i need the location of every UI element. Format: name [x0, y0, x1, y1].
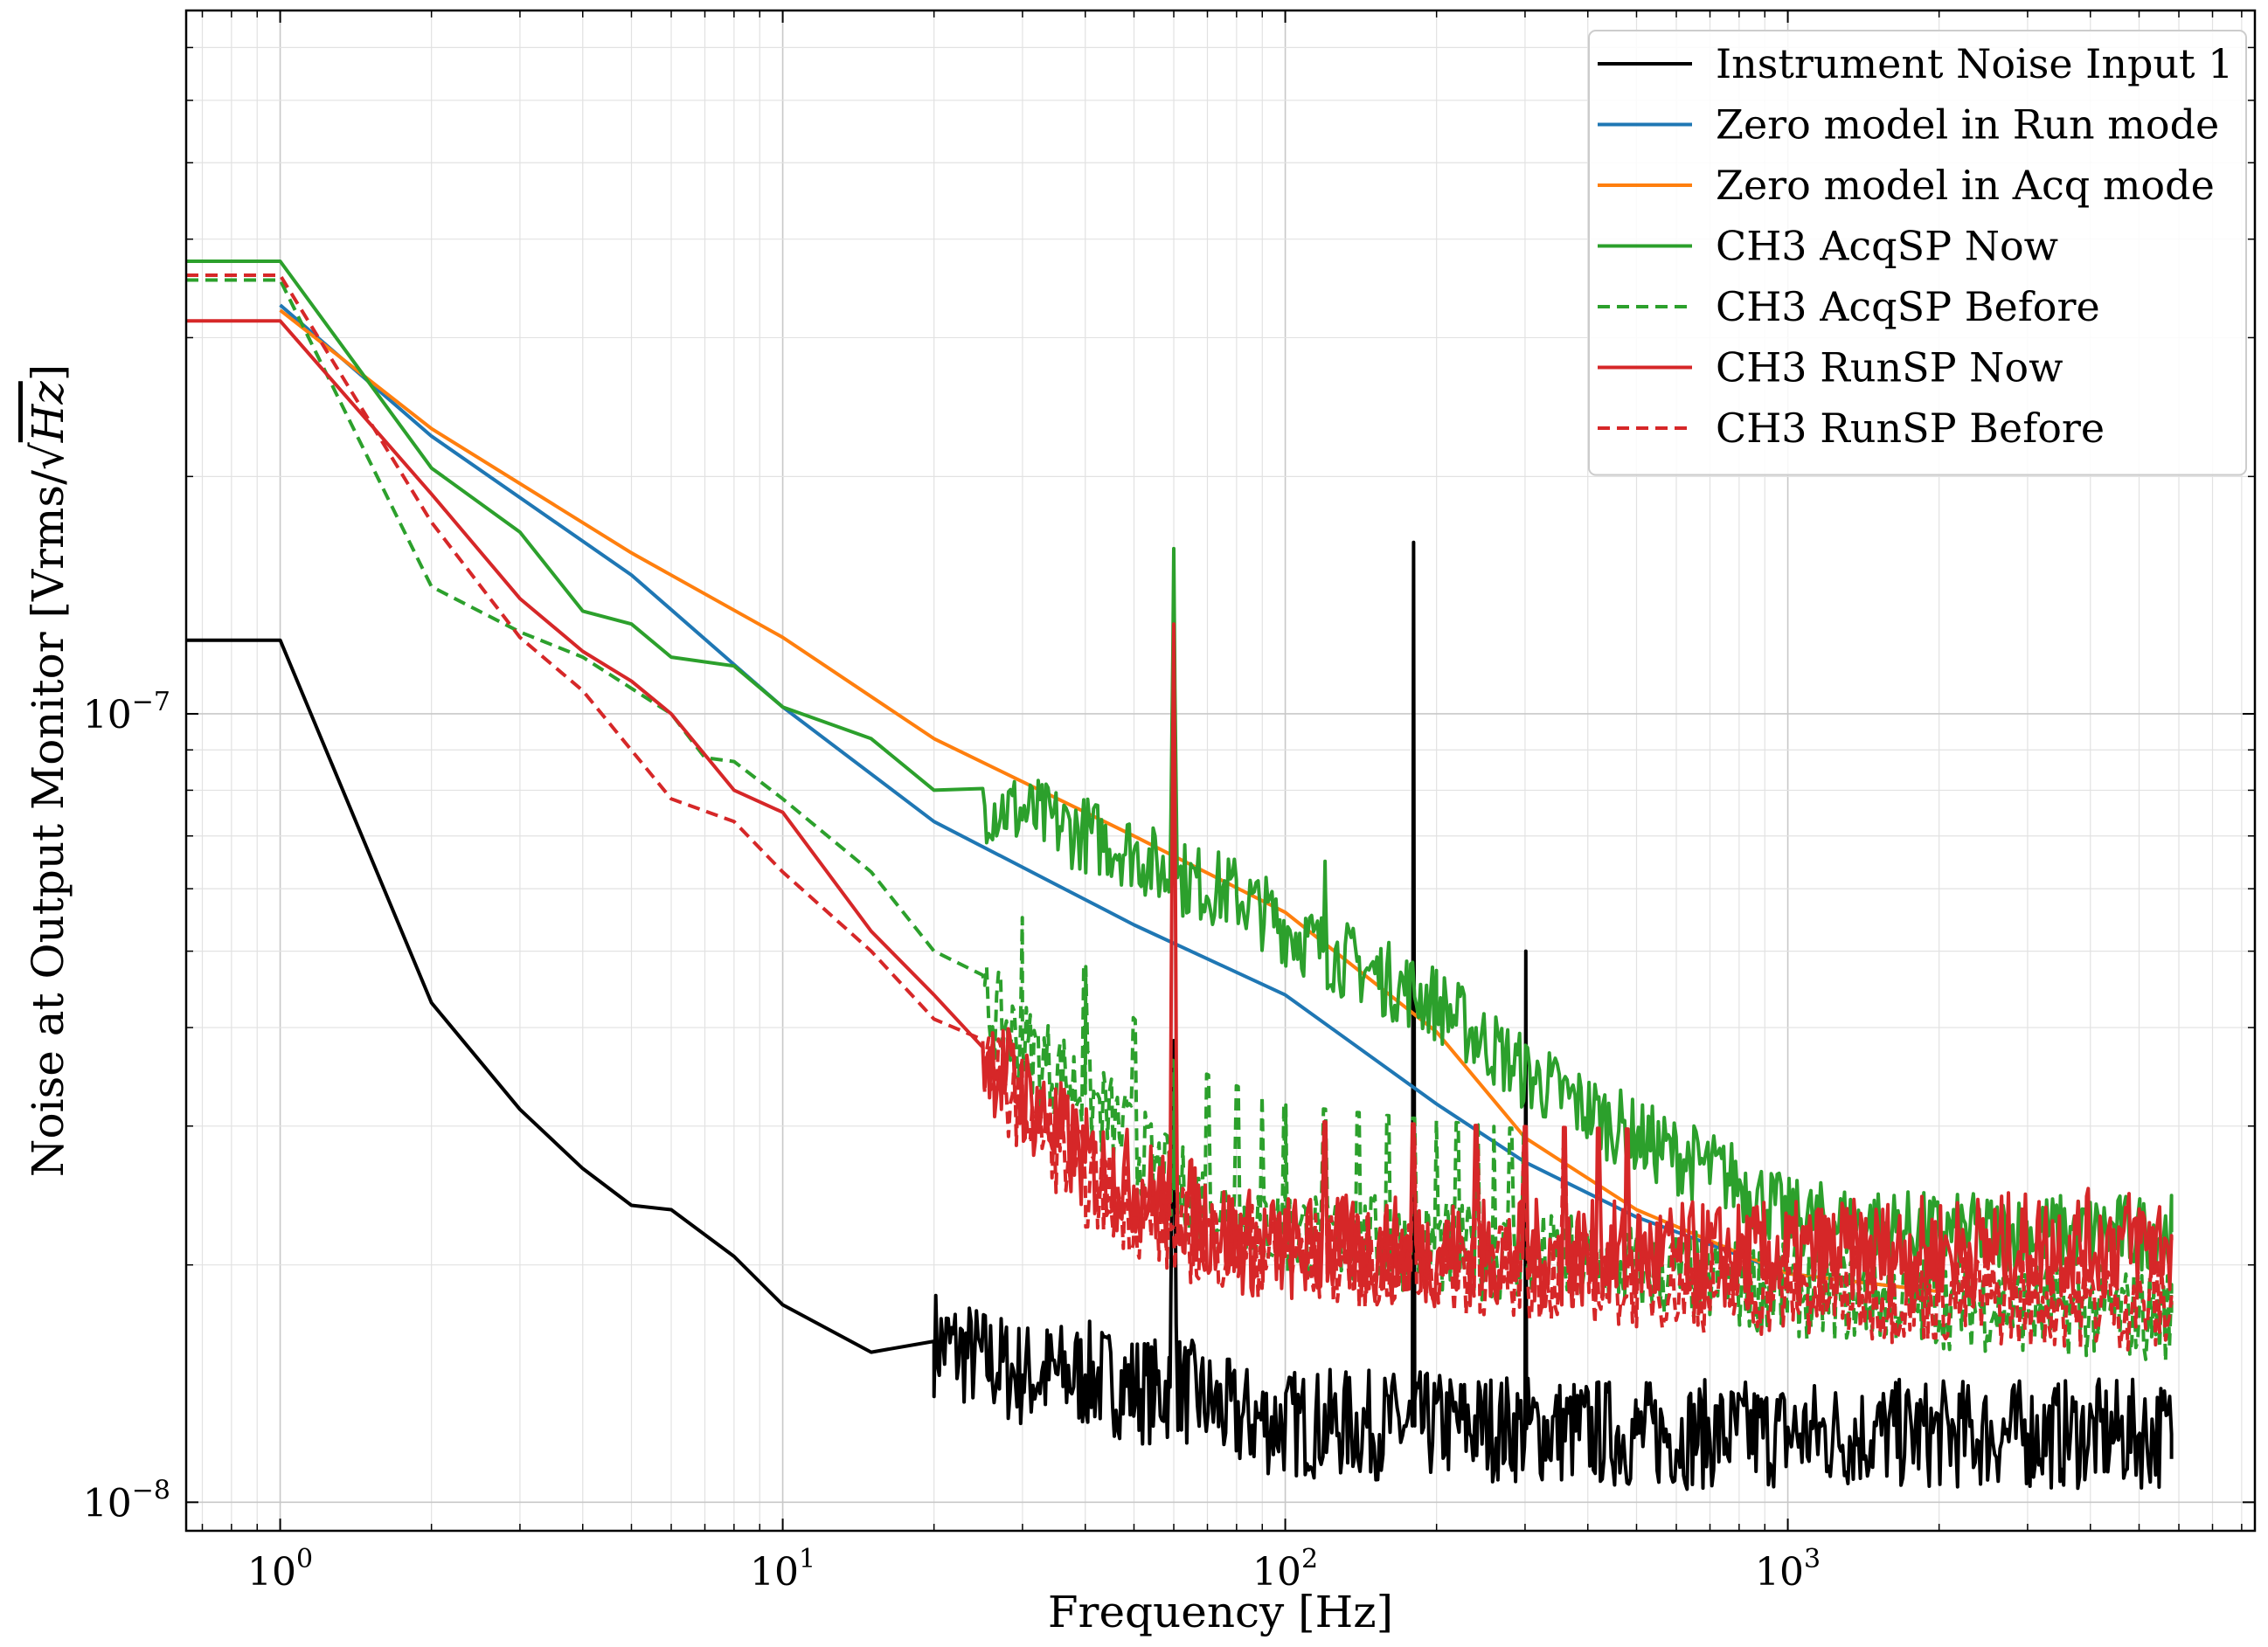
series-group: [186, 260, 2174, 1491]
legend: Instrument Noise Input 1 Zero model in Ru…: [1588, 30, 2247, 476]
legend-box: [1588, 30, 2247, 476]
x-tick-label: 103: [1755, 1544, 1821, 1595]
y-tick-label: 10−8: [83, 1475, 170, 1526]
series-line-3: [186, 260, 2174, 1274]
series-line-6: [186, 273, 2174, 1352]
legend-label: CH3 AcqSP Before: [1716, 283, 2100, 330]
y-axis-label-text: Noise at Output Monitor [Vrms/√Hz]: [23, 364, 73, 1178]
y-axis-label: Noise at Output Monitor [Vrms/√Hz]: [23, 364, 73, 1178]
series-line-0: [186, 540, 2174, 1491]
legend-label: Zero model in Run mode: [1716, 101, 2219, 149]
x-tick-label: 100: [247, 1544, 313, 1595]
x-axis-label: Frequency [Hz]: [1048, 1587, 1393, 1637]
legend-label: Instrument Noise Input 1: [1716, 40, 2233, 87]
legend-label: Zero model in Acq mode: [1716, 162, 2215, 209]
y-tick-label: 10−7: [83, 687, 170, 737]
plot-frame: [184, 9, 2257, 1533]
x-tick-label: 101: [750, 1544, 815, 1595]
legend-label: CH3 RunSP Before: [1716, 405, 2105, 452]
legend-label: CH3 AcqSP Now: [1716, 223, 2058, 270]
legend-label: CH3 RunSP Now: [1716, 344, 2063, 391]
